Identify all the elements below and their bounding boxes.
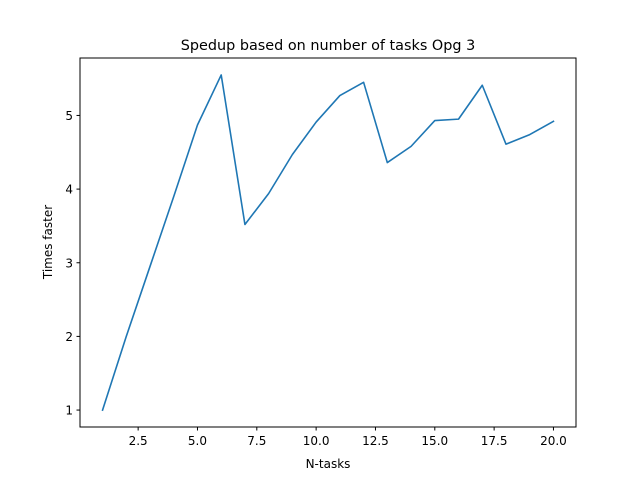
x-axis: 2.5 5.0 7.5 10.0 12.5 15.0 17.5 20.0 (129, 427, 567, 448)
x-tick-label: 7.5 (247, 434, 266, 448)
y-tick-label: 2 (65, 330, 73, 344)
y-tick-label: 4 (65, 183, 73, 197)
plot-area (101, 74, 555, 412)
x-tick-label: 12.5 (362, 434, 389, 448)
series-line (101, 74, 555, 412)
x-tick-label: 5.0 (188, 434, 207, 448)
x-tick-label: 15.0 (421, 434, 448, 448)
y-axis: 1 2 3 4 5 (65, 109, 80, 418)
y-axis-label: Times faster (41, 205, 55, 280)
y-tick-label: 1 (65, 404, 73, 418)
x-tick-label: 17.5 (481, 434, 508, 448)
x-tick-label: 2.5 (129, 434, 148, 448)
y-tick-label: 3 (65, 256, 73, 270)
x-tick-label: 10.0 (303, 434, 330, 448)
y-tick-label: 5 (65, 109, 73, 123)
axes-frame (79, 57, 577, 428)
x-tick-label: 20.0 (540, 434, 567, 448)
chart-title: Spedup based on number of tasks Opg 3 (181, 38, 475, 54)
x-axis-label: N-tasks (306, 457, 351, 471)
